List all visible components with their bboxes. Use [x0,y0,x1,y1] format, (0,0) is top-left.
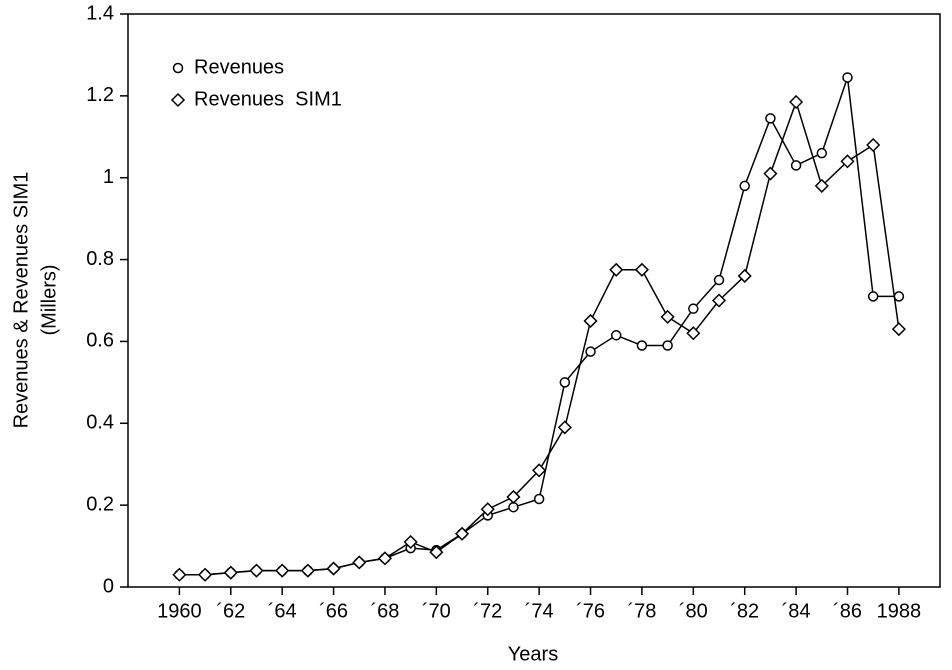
diamond-marker [686,326,701,341]
diamond-marker [480,502,495,517]
x-tick-label: ´86 [833,600,862,622]
x-tick-label: ´80 [679,600,708,622]
x-tick-label: 1960 [157,600,202,622]
y-tick-label: 1 [103,166,114,188]
y-axis-label: Revenues & Revenues SIM1 [10,172,32,429]
x-tick-label: ´68 [371,600,400,622]
y-tick-label: 0.4 [86,412,114,434]
y-tick-label: 0.8 [86,248,114,270]
diamond-marker [300,563,315,578]
x-tick-label: ´66 [319,600,348,622]
x-tick-label: ´84 [782,600,811,622]
diamond-marker [223,565,238,580]
y-tick-label: 0.6 [86,330,114,352]
x-tick-label: ´64 [268,600,297,622]
diamond-marker [840,154,855,169]
legend-label: Revenues [194,56,284,78]
diamond-marker [249,563,264,578]
y-tick-label: 0.2 [86,493,114,515]
legend-label: Revenues SIM1 [194,88,342,110]
diamond-marker [634,262,649,277]
diamond-marker [429,545,444,560]
y-tick-label: 1.4 [86,2,114,24]
diamond-marker [557,420,572,435]
circle-marker [893,291,905,302]
diamond-marker [506,489,521,505]
diamond-marker [866,137,881,153]
diamond-marker [711,293,727,308]
x-tick-label: ´62 [216,600,245,622]
x-tick-label: ´70 [422,600,451,622]
circle-marker [688,303,699,314]
circle-marker [533,493,545,505]
x-tick-label: ´76 [576,600,605,622]
circle-marker [816,147,828,159]
x-tick-label: 1988 [877,600,922,622]
diamond-marker [352,555,367,570]
diamond-marker [326,561,341,576]
x-tick-label: ´74 [525,600,554,622]
plot-frame [127,13,941,588]
x-axis-label: Years [508,643,558,665]
circle-marker [739,180,750,192]
circle-marker [610,330,622,341]
diamond-marker [532,463,547,478]
y-axis-label: (Millers) [38,264,60,335]
circle-marker [842,72,853,83]
diamond-marker [814,178,829,193]
circle-marker [585,346,596,357]
diamond-marker [609,262,624,277]
x-tick-label: ´72 [473,600,502,622]
diamond-marker [198,567,213,582]
diamond-marker [737,268,752,284]
circle-marker [713,274,725,286]
diamond-marker [170,92,186,108]
diamond-marker [454,526,470,541]
diamond-marker [660,309,675,324]
y-tick-label: 0 [103,575,114,597]
circle-marker [508,501,519,513]
circle-marker [559,377,571,388]
circle-marker [172,62,184,74]
circle-marker [790,160,802,171]
x-tick-label: ´78 [627,600,656,622]
diamond-marker [403,534,418,550]
diamond-marker [583,313,598,329]
diamond-marker [377,551,393,566]
circle-marker [765,113,776,124]
diamond-marker [789,94,804,110]
circle-marker [867,291,879,302]
diamond-marker [275,563,290,578]
circle-marker [662,340,673,351]
circle-marker [636,340,648,351]
x-tick-label: ´82 [730,600,759,622]
diamond-marker [891,322,906,337]
diamond-marker [172,567,187,582]
y-tick-label: 1.2 [86,84,114,106]
diamond-marker [763,166,778,181]
